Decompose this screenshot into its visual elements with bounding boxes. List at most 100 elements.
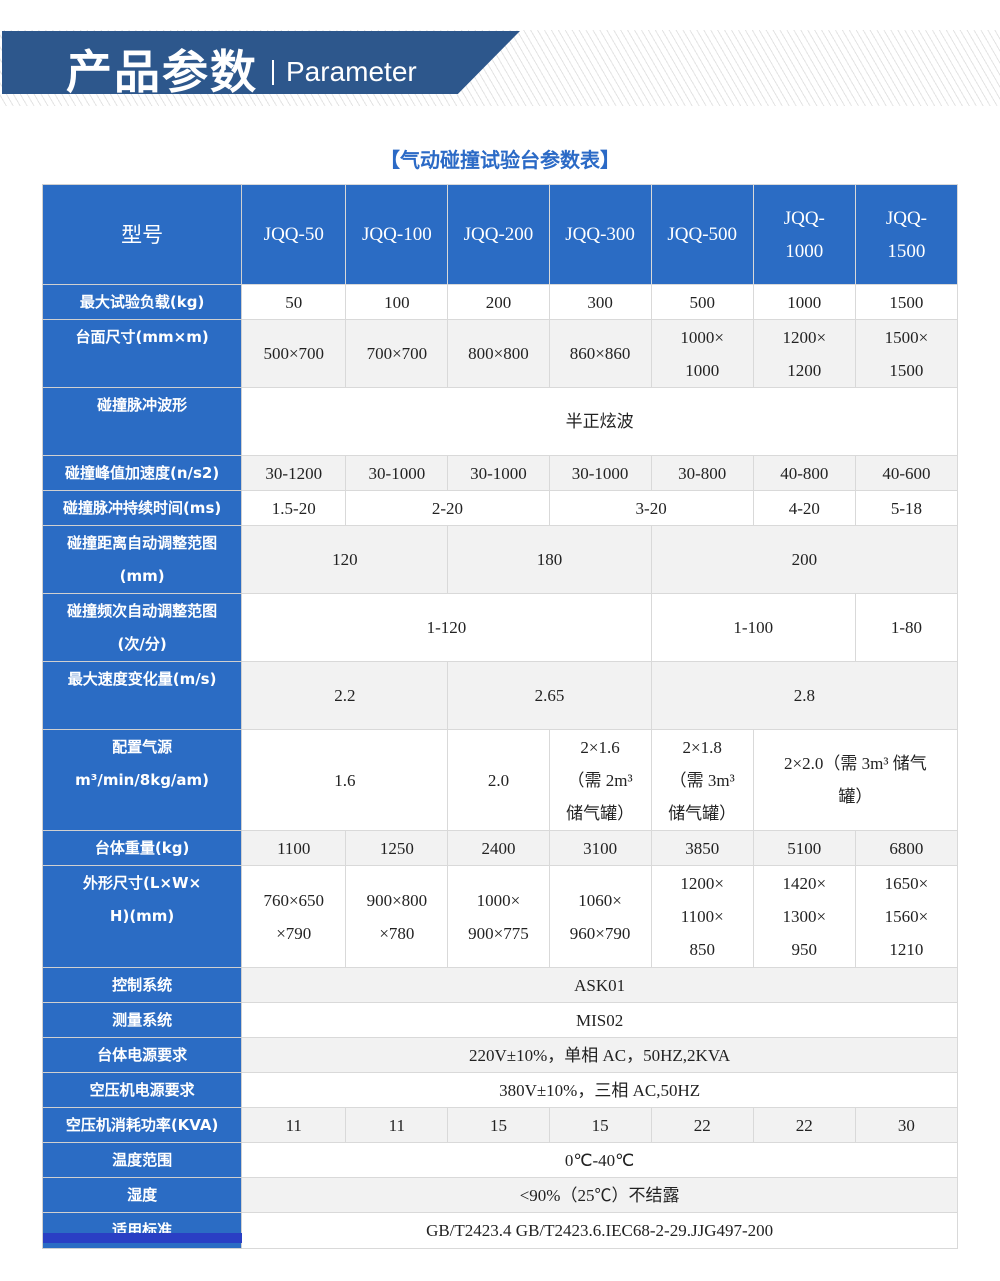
value-cell: 300 <box>548 284 652 320</box>
table-row: 碰撞脉冲波形 半正炫波 <box>41 387 958 456</box>
value-cell: 2×1.8 （需 3m³ 储气罐） <box>650 729 754 831</box>
table-row: 温度范围 0℃-40℃ <box>41 1142 958 1178</box>
row-label: 适用标准 <box>41 1212 243 1249</box>
model-header-cell: JQQ- 1000 <box>752 184 856 285</box>
table-row: 碰撞峰值加速度(n/s2) 30-1200 30-1000 30-1000 30-100… <box>41 455 959 491</box>
row-label: 台体电源要求 <box>41 1037 243 1073</box>
value-cell: 1000× 1000 <box>650 319 754 388</box>
value-cell: 4-20 <box>752 490 856 526</box>
table-row: 台体电源要求 220V±10%，单相 AC，50HZ,2KVA <box>41 1037 958 1073</box>
value-cell: 1000 <box>752 284 856 320</box>
value-cell: 1200× 1100× 850 <box>650 865 754 968</box>
value-cell: 700×700 <box>345 319 449 388</box>
value-cell: 15 <box>548 1107 652 1143</box>
value-cell: 180 <box>447 525 652 594</box>
value-cell: 1250 <box>345 830 449 866</box>
value-cell: 3850 <box>650 830 754 866</box>
value-cell: 22 <box>752 1107 856 1143</box>
row-label: 温度范围 <box>41 1142 243 1178</box>
table-row: 碰撞距离自动调整范图 (mm) 120 180 200 <box>41 525 959 594</box>
table-row: 碰撞脉冲持续时间(ms) 1.5-20 2-20 3-20 4-20 5-18 <box>41 490 959 526</box>
table-row: 空压机消耗功率(KVA) 11 11 15 15 22 22 30 <box>41 1107 959 1143</box>
row-label: 最大速度变化量(m/s) <box>41 661 243 730</box>
value-cell: 500×700 <box>241 319 347 388</box>
value-cell: 900×800 ×780 <box>345 865 449 968</box>
table-row: 最大试验负载(kg) 50 100 200 300 500 1000 1500 <box>41 284 959 320</box>
row-label: 控制系统 <box>41 967 243 1003</box>
table-row: 湿度 <90%（25℃）不结露 <box>41 1177 958 1213</box>
table-row: 最大速度变化量(m/s) 2.2 2.65 2.8 <box>41 661 959 730</box>
value-cell: 1060× 960×790 <box>548 865 652 968</box>
value-cell: 1-120 <box>241 593 652 662</box>
value-cell: 30-1000 <box>447 455 550 491</box>
value-cell: 30-1200 <box>241 455 347 491</box>
model-header-cell: JQQ-100 <box>345 184 449 285</box>
value-cell: 2.8 <box>650 661 959 730</box>
value-cell: 5100 <box>752 830 856 866</box>
value-cell: 2.0 <box>447 729 550 831</box>
model-header-cell: JQQ-200 <box>447 184 550 285</box>
value-cell: 200 <box>650 525 959 594</box>
value-cell: 40-600 <box>854 455 959 491</box>
value-cell: 1.6 <box>241 729 449 831</box>
table-row: 适用标准 GB/T2423.4 GB/T2423.6.IEC68-2-29.JJG… <box>41 1212 958 1249</box>
value-cell: 11 <box>345 1107 449 1143</box>
row-label: 台面尺寸(mm×m) <box>41 319 243 388</box>
row-label: 碰撞距离自动调整范图 (mm) <box>41 525 243 594</box>
model-header-cell: JQQ-50 <box>241 184 347 285</box>
value-cell: 1-80 <box>854 593 959 662</box>
row-label: 配置气源 m³/min/8kg/am) <box>41 729 243 831</box>
value-cell: 2-20 <box>345 490 550 526</box>
model-header-cell: JQQ-500 <box>650 184 754 285</box>
value-cell: ASK01 <box>241 967 958 1003</box>
value-cell: 1-100 <box>650 593 856 662</box>
value-cell: 800×800 <box>447 319 550 388</box>
value-cell: 30-800 <box>650 455 754 491</box>
value-cell: 2400 <box>447 830 550 866</box>
bottom-accent-bar <box>43 1233 242 1243</box>
value-cell: 30 <box>854 1107 959 1143</box>
value-cell: 1100 <box>241 830 347 866</box>
section-title: 产品参数 <box>66 45 258 99</box>
value-cell: 1.5-20 <box>241 490 347 526</box>
value-cell: 半正炫波 <box>241 387 958 456</box>
section-subtitle: Parameter <box>286 56 417 87</box>
model-label-header: 型号 <box>41 184 243 285</box>
value-cell: 3100 <box>548 830 652 866</box>
value-cell: 1650× 1560× 1210 <box>854 865 959 968</box>
row-label: 测量系统 <box>41 1002 243 1038</box>
row-label: 湿度 <box>41 1177 243 1213</box>
value-cell: MIS02 <box>241 1002 958 1038</box>
value-cell: 11 <box>241 1107 347 1143</box>
value-cell: 5-18 <box>854 490 959 526</box>
value-cell: 2×1.6 （需 2m³ 储气罐） <box>548 729 652 831</box>
row-label: 碰撞峰值加速度(n/s2) <box>41 455 243 491</box>
row-label: 外形尺寸(L×W× H)(mm) <box>41 865 243 968</box>
model-header-cell: JQQ-300 <box>548 184 652 285</box>
row-label: 碰撞频次自动调整范图 (次/分) <box>41 593 243 662</box>
table-row: 碰撞频次自动调整范图 (次/分) 1-120 1-100 1-80 <box>41 593 959 662</box>
section-banner <box>2 31 520 94</box>
title-divider <box>272 60 274 85</box>
value-cell: 22 <box>650 1107 754 1143</box>
parameter-table: 型号 JQQ-50 JQQ-100 JQQ-200 JQQ-300 JQQ-500 JQQ-… <box>41 184 959 1249</box>
value-cell: 120 <box>241 525 449 594</box>
row-label: 空压机电源要求 <box>41 1072 243 1108</box>
table-row: 空压机电源要求 380V±10%，三相 AC,50HZ <box>41 1072 958 1108</box>
value-cell: 2.65 <box>447 661 652 730</box>
value-cell: 1500 <box>854 284 959 320</box>
value-cell: 15 <box>447 1107 550 1143</box>
value-cell: 0℃-40℃ <box>241 1142 958 1178</box>
value-cell: GB/T2423.4 GB/T2423.6.IEC68-2-29.JJG497-… <box>241 1212 958 1249</box>
value-cell: 220V±10%，单相 AC，50HZ,2KVA <box>241 1037 958 1073</box>
value-cell: <90%（25℃）不结露 <box>241 1177 958 1213</box>
row-label: 空压机消耗功率(KVA) <box>41 1107 243 1143</box>
row-label: 台体重量(kg) <box>41 830 243 866</box>
table-header-row: 型号 JQQ-50 JQQ-100 JQQ-200 JQQ-300 JQQ-500 JQQ-… <box>41 184 959 285</box>
value-cell: 1500× 1500 <box>854 319 959 388</box>
table-row: 台面尺寸(mm×m) 500×700 700×700 800×800 860×860 10… <box>41 319 959 388</box>
value-cell: 2.2 <box>241 661 449 730</box>
value-cell: 30-1000 <box>345 455 449 491</box>
value-cell: 380V±10%，三相 AC,50HZ <box>241 1072 958 1108</box>
value-cell: 3-20 <box>548 490 754 526</box>
